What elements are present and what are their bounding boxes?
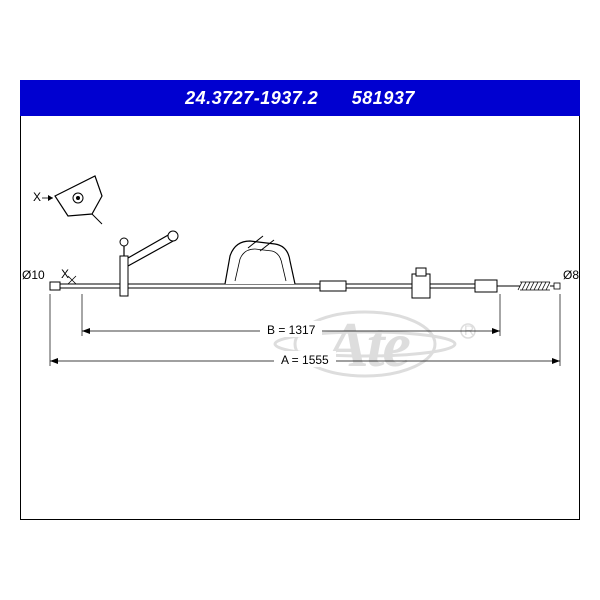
technical-drawing: Ate R [20,116,580,518]
part-number-2: 581937 [352,88,415,108]
cable-assembly [50,231,560,298]
spring-coil [518,282,550,290]
left-diameter-label: Ø10 [22,268,45,282]
dimension-b: B = 1317 [82,294,500,337]
watermark-r: R [464,322,474,338]
right-diameter-label: Ø8 [563,268,579,282]
watermark-logo: Ate R [275,309,475,380]
dim-a-label: A = 1555 [281,353,329,367]
watermark-text: Ate [322,309,409,380]
detail-x-label: X [33,190,41,204]
x-small-label: X [61,267,69,281]
part-number-1: 24.3727-1937.2 [185,88,318,108]
detail-x: X [33,176,102,224]
middle-clip [225,236,295,284]
container: 24.3727-1937.2 581937 Ate R [0,0,600,600]
dim-b-label: B = 1317 [267,323,316,337]
header-bar: 24.3727-1937.2 581937 [20,80,580,116]
